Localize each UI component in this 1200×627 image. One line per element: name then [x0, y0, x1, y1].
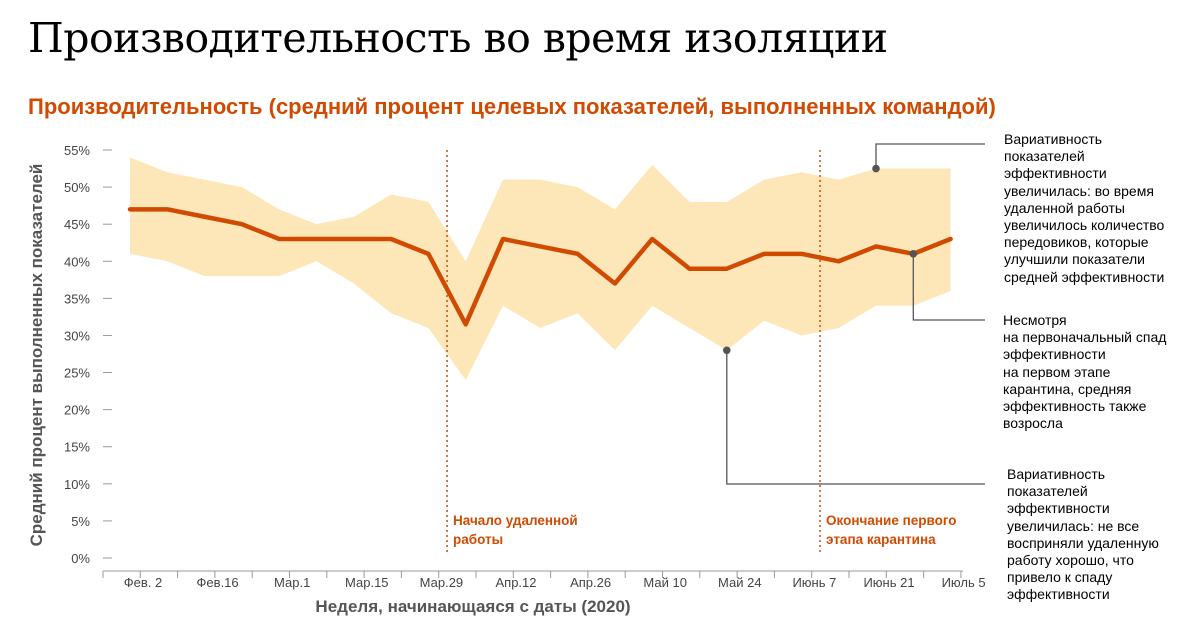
x-tick-label: Июнь 21 — [863, 575, 914, 590]
x-tick-label: Июль 5 — [942, 575, 986, 590]
y-tick-label: 50% — [64, 180, 90, 195]
annotation-line: Вариативность — [1007, 466, 1106, 482]
y-tick-label: 20% — [64, 403, 90, 418]
chart-title: Производительность (средний процент целе… — [28, 94, 996, 119]
y-tick-label: 10% — [64, 477, 90, 492]
annotation-line: эффективности — [1003, 346, 1106, 363]
y-tick-label: 30% — [64, 328, 90, 343]
page-title: Производительность во время изоляции — [28, 14, 888, 62]
y-tick-label: 5% — [71, 514, 90, 529]
annotation-line: карантина, средняя — [1003, 380, 1132, 397]
annotation-text: Вариативность показателей эффективности уве… — [1004, 131, 1164, 286]
y-tick-label: 0% — [71, 551, 90, 566]
annotation-line: эффективности — [1007, 500, 1110, 517]
annotation-line: привело к спаду — [1007, 569, 1113, 586]
annotation-text: Несмотря на первоначальный спад эффективно… — [1003, 312, 1166, 432]
annotation-line: на первоначальный спад — [1003, 329, 1167, 346]
annotation-leader-line — [726, 350, 985, 485]
annotation-leader-line — [912, 253, 985, 321]
annotation-line: эффективности — [1004, 165, 1107, 182]
event-marker-label: этапа карантина — [826, 532, 936, 547]
annotation-line: показателей — [1004, 148, 1085, 165]
annotation-line: эффективности — [1007, 586, 1110, 603]
y-axis-label: Средний процент выполненных показателей — [27, 164, 46, 547]
event-marker-label: Окончание первого — [826, 513, 957, 528]
annotation-point — [723, 346, 731, 355]
event-marker-label: Начало удаленной — [453, 513, 578, 528]
annotation-line: удаленной работы — [1004, 199, 1125, 216]
annotation-leader-line — [875, 143, 985, 169]
average-performance-line — [127, 207, 953, 327]
y-tick-label: 15% — [64, 440, 90, 455]
annotation-text: Вариативность показателей эффективности уве… — [1007, 466, 1159, 604]
annotation-line: Несмотря — [1003, 312, 1067, 328]
x-tick-label: Мар.1 — [274, 575, 310, 590]
x-tick-label: Июнь 7 — [792, 575, 836, 590]
annotation-line: улучшили показатели — [1004, 251, 1145, 268]
annotation-line: на первом этапе — [1003, 363, 1111, 380]
annotation-line: увеличилась: во время — [1004, 182, 1154, 199]
x-tick-label: Фев.16 — [197, 575, 239, 590]
annotation-point — [872, 164, 880, 173]
y-tick-label: 25% — [64, 366, 90, 381]
annotation-line: Вариативность — [1004, 131, 1103, 147]
event-marker-label: работы — [453, 532, 503, 547]
annotation-line: работу хорошо, что — [1007, 552, 1134, 569]
x-tick-label: Мар.29 — [420, 575, 464, 590]
annotation-line: показателей — [1007, 483, 1088, 500]
annotation-line: средней эффективности — [1004, 268, 1165, 285]
annotation-line: увеличилось количество — [1004, 217, 1165, 234]
y-tick-label: 40% — [64, 254, 90, 269]
x-tick-label: Апр.12 — [495, 575, 536, 590]
annotation-point — [909, 250, 918, 258]
y-tick-label: 55% — [64, 143, 90, 158]
x-tick-label: Апр.26 — [570, 575, 611, 590]
x-tick-label: Май 10 — [643, 575, 687, 590]
x-axis-label: Неделя, начинающаяся с даты (2020) — [315, 597, 630, 616]
annotation-line: эффективность также — [1003, 398, 1147, 415]
annotation-line: увеличилась: не все — [1007, 517, 1140, 534]
annotation-line: возросла — [1003, 415, 1063, 432]
y-tick-label: 35% — [64, 291, 90, 306]
y-tick-label: 45% — [64, 217, 90, 232]
x-tick-label: Май 24 — [718, 575, 762, 590]
annotation-line: восприняли удаленную — [1007, 534, 1159, 551]
variability-band — [130, 157, 951, 380]
x-tick-label: Фев. 2 — [124, 575, 162, 590]
x-tick-label: Мар.15 — [345, 575, 389, 590]
annotation-line: передовиков, которые — [1004, 234, 1149, 251]
